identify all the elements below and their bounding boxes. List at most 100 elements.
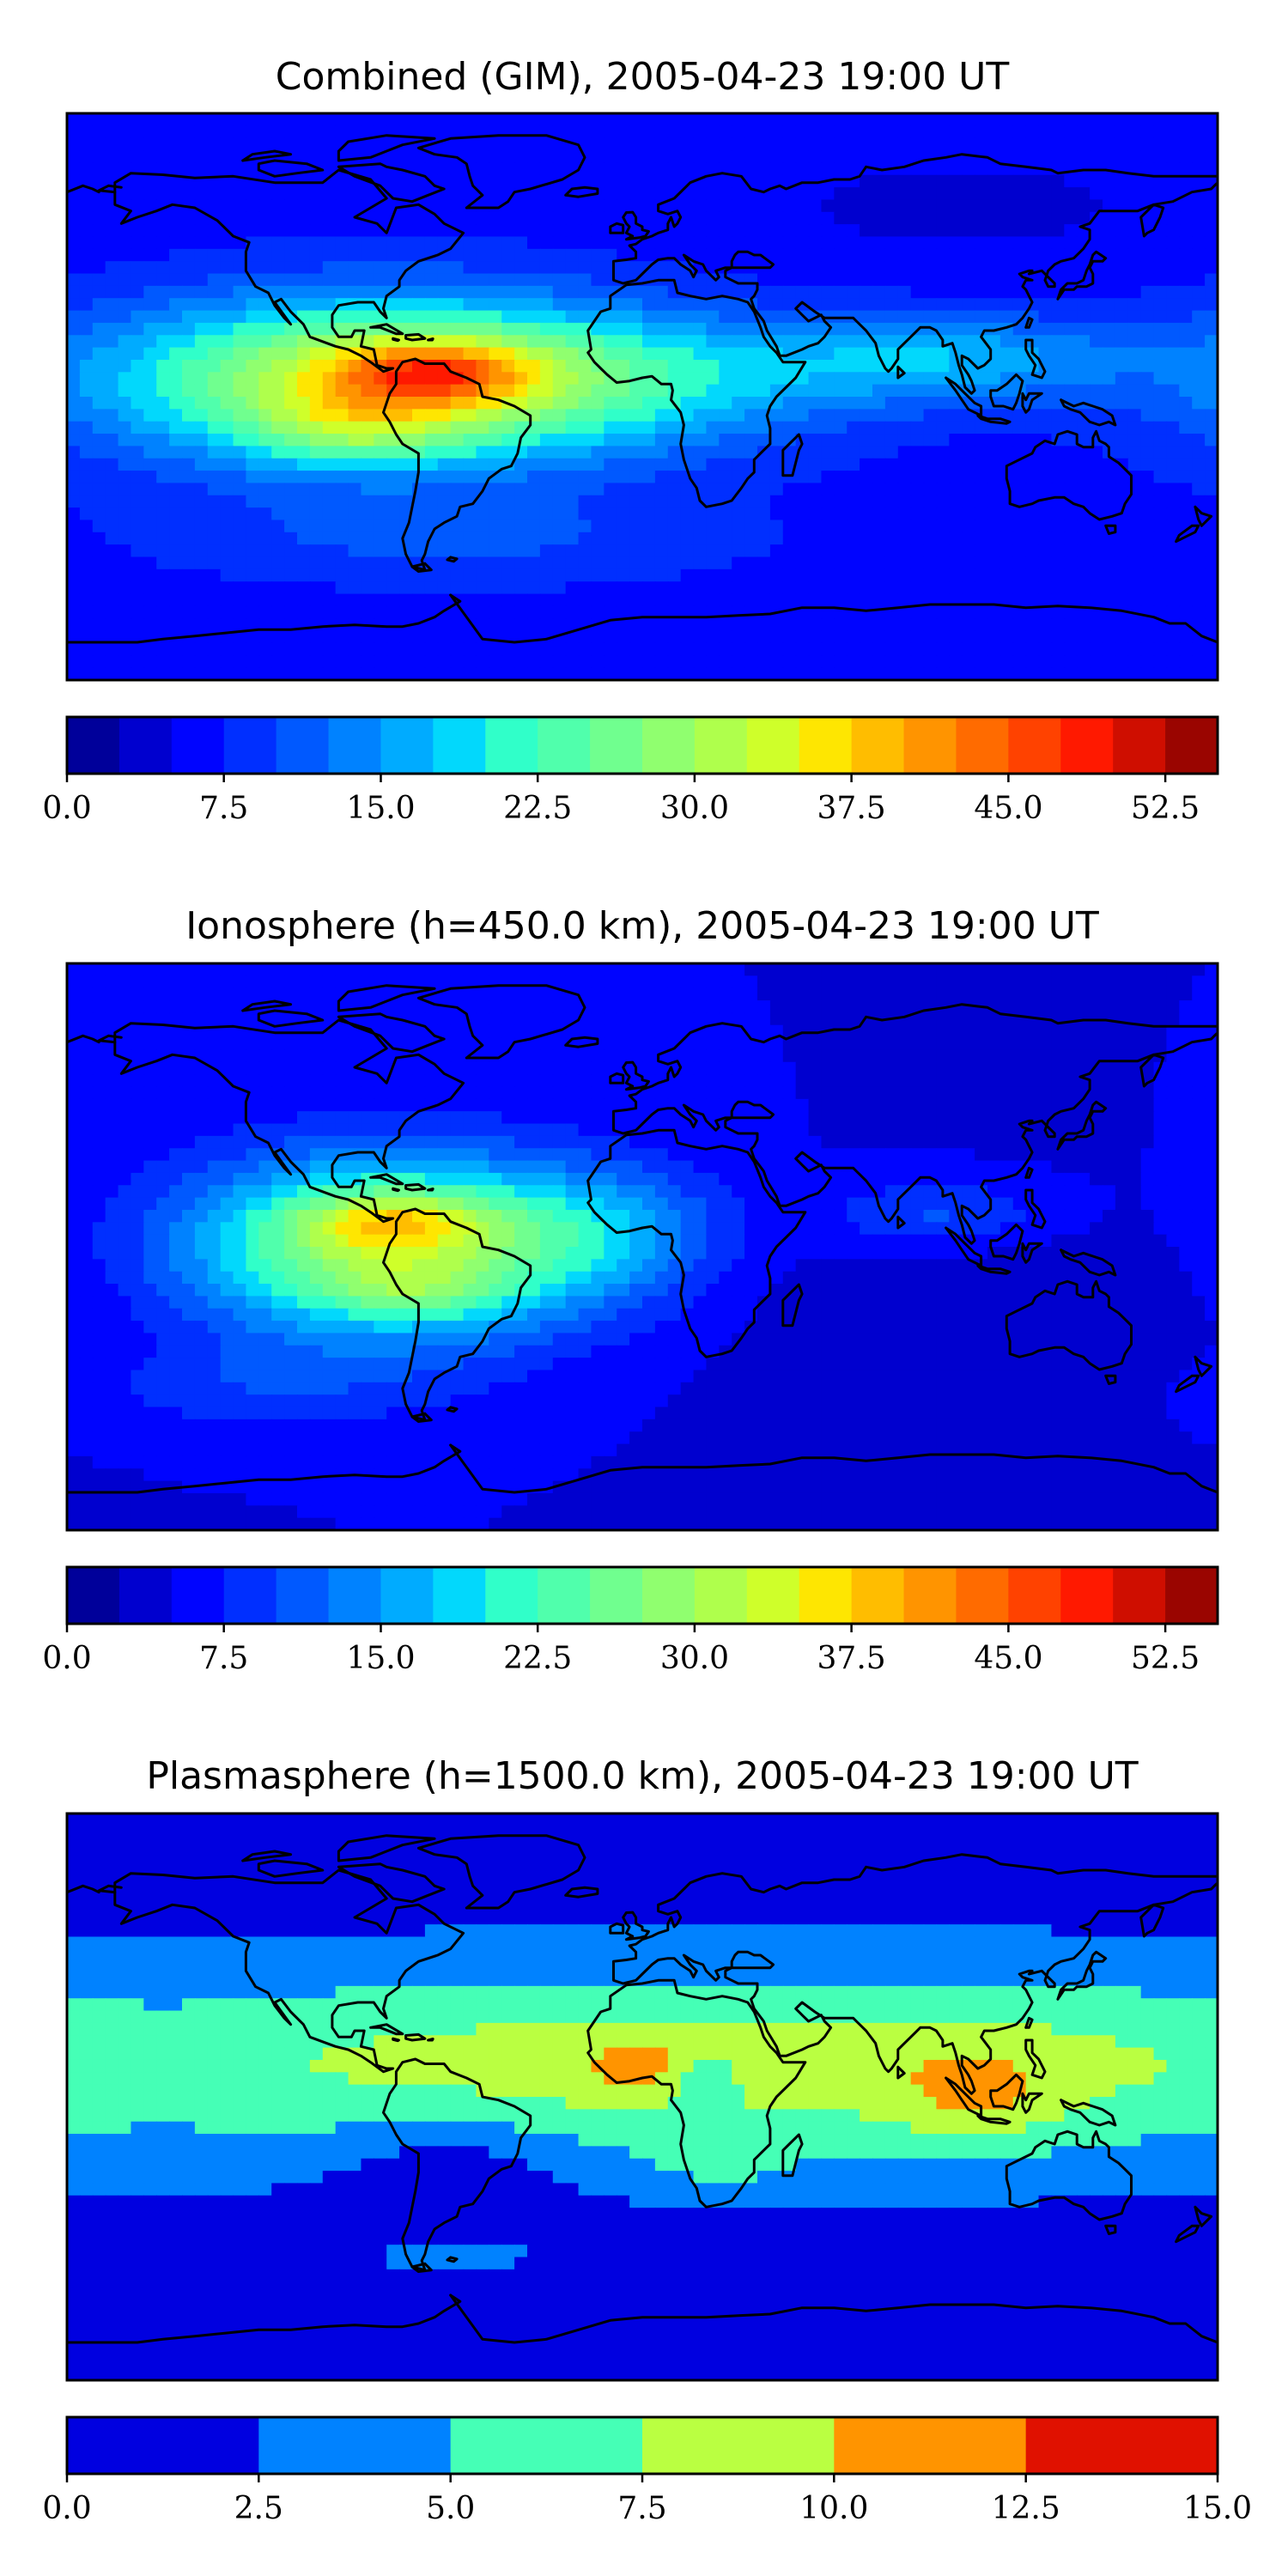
- heatmap-cell: [654, 655, 669, 669]
- heatmap-cell: [884, 335, 899, 349]
- heatmap-cell: [284, 963, 298, 977]
- heatmap-cell: [552, 384, 567, 398]
- heatmap-cell: [539, 347, 554, 361]
- heatmap-cell: [143, 581, 157, 595]
- heatmap-cell: [860, 273, 873, 287]
- heatmap-cell: [769, 298, 784, 312]
- heatmap-cell: [884, 384, 899, 398]
- heatmap-cell: [118, 568, 132, 582]
- heatmap-cell: [552, 495, 567, 508]
- heatmap-cell: [233, 397, 247, 410]
- heatmap-cell: [1192, 667, 1206, 680]
- heatmap-cell: [757, 642, 771, 657]
- heatmap-cell: [680, 199, 695, 213]
- heatmap-cell: [860, 495, 873, 508]
- heatmap-cell: [732, 642, 745, 657]
- heatmap-cell: [284, 359, 298, 374]
- heatmap-cell: [67, 556, 81, 570]
- heatmap-cell: [1153, 347, 1168, 361]
- heatmap-cell: [1140, 593, 1155, 607]
- heatmap-cell: [769, 507, 784, 521]
- heatmap-cell: [999, 125, 1014, 139]
- heatmap-cell: [539, 285, 554, 299]
- heatmap-cell: [617, 556, 630, 570]
- heatmap-cell: [1038, 568, 1053, 582]
- heatmap-cell: [642, 655, 656, 669]
- coastline: [449, 593, 1218, 644]
- heatmap-cell: [975, 199, 988, 213]
- heatmap-cell: [732, 322, 745, 336]
- heatmap-cell: [182, 544, 196, 558]
- heatmap-cell: [450, 285, 465, 299]
- heatmap-cell: [1153, 495, 1168, 508]
- heatmap-cell: [629, 335, 643, 349]
- heatmap-cell: [667, 310, 682, 324]
- heatmap-cell: [706, 507, 720, 521]
- heatmap-cell: [284, 335, 298, 349]
- heatmap-cell: [92, 507, 106, 521]
- heatmap-cell: [757, 1000, 771, 1014]
- coastline: [781, 433, 804, 477]
- heatmap-cell: [642, 519, 656, 533]
- heatmap-cell: [680, 113, 695, 127]
- heatmap-cell: [999, 335, 1014, 349]
- heatmap-cell: [667, 987, 682, 1001]
- heatmap-cell: [1012, 359, 1027, 374]
- heatmap-cell: [834, 211, 848, 225]
- heatmap-cell: [923, 1012, 938, 1026]
- heatmap-cell: [1140, 372, 1155, 386]
- heatmap-cell: [834, 532, 848, 545]
- heatmap-cell: [667, 113, 682, 127]
- heatmap-cell: [1064, 187, 1078, 201]
- heatmap-cell: [962, 1024, 975, 1038]
- heatmap-cell: [617, 471, 630, 484]
- heatmap-cell: [552, 471, 567, 484]
- heatmap-cell: [1051, 199, 1066, 213]
- heatmap-cell: [220, 471, 234, 484]
- heatmap-cell: [1140, 642, 1155, 657]
- heatmap-cell: [860, 298, 873, 312]
- heatmap-cell: [860, 630, 873, 644]
- heatmap-cell: [987, 581, 1001, 595]
- heatmap-cell: [860, 359, 873, 374]
- heatmap-cell: [131, 507, 145, 521]
- heatmap-cell: [1127, 1037, 1142, 1051]
- heatmap-cell: [860, 963, 873, 977]
- heatmap-cell: [847, 642, 860, 657]
- heatmap-cell: [169, 1024, 183, 1038]
- heatmap-cell: [514, 544, 528, 558]
- heatmap-cell: [975, 187, 988, 201]
- heatmap-cell: [514, 273, 528, 287]
- heatmap-cell: [949, 655, 963, 669]
- heatmap-cell: [1051, 605, 1066, 619]
- heatmap-cell: [936, 322, 951, 336]
- heatmap-cell: [156, 963, 170, 977]
- heatmap-cell: [860, 605, 873, 619]
- heatmap-cell: [207, 298, 222, 312]
- heatmap-cell: [1051, 507, 1066, 521]
- heatmap-cell: [386, 273, 400, 287]
- heatmap-cell: [424, 618, 439, 632]
- heatmap-cell: [386, 667, 400, 680]
- heatmap-cell: [194, 519, 209, 533]
- heatmap-cell: [936, 211, 951, 225]
- heatmap-cell: [309, 1000, 324, 1014]
- heatmap-cell: [872, 150, 886, 164]
- heatmap-cell: [1140, 261, 1155, 275]
- heatmap-cell: [361, 285, 375, 299]
- heatmap-cell: [118, 434, 132, 447]
- heatmap-cell: [194, 471, 209, 484]
- heatmap-cell: [297, 568, 311, 582]
- heatmap-cell: [629, 593, 643, 607]
- heatmap-cell: [936, 273, 951, 287]
- heatmap-cell: [207, 285, 222, 299]
- heatmap-cell: [322, 174, 337, 188]
- heatmap-cell: [131, 150, 145, 164]
- heatmap-cell: [987, 359, 1001, 374]
- heatmap-cell: [782, 655, 797, 669]
- heatmap-cell: [1115, 963, 1129, 977]
- heatmap-cell: [374, 963, 387, 977]
- heatmap-cell: [987, 605, 1001, 619]
- heatmap-cell: [693, 187, 708, 201]
- heatmap-cell: [769, 335, 784, 349]
